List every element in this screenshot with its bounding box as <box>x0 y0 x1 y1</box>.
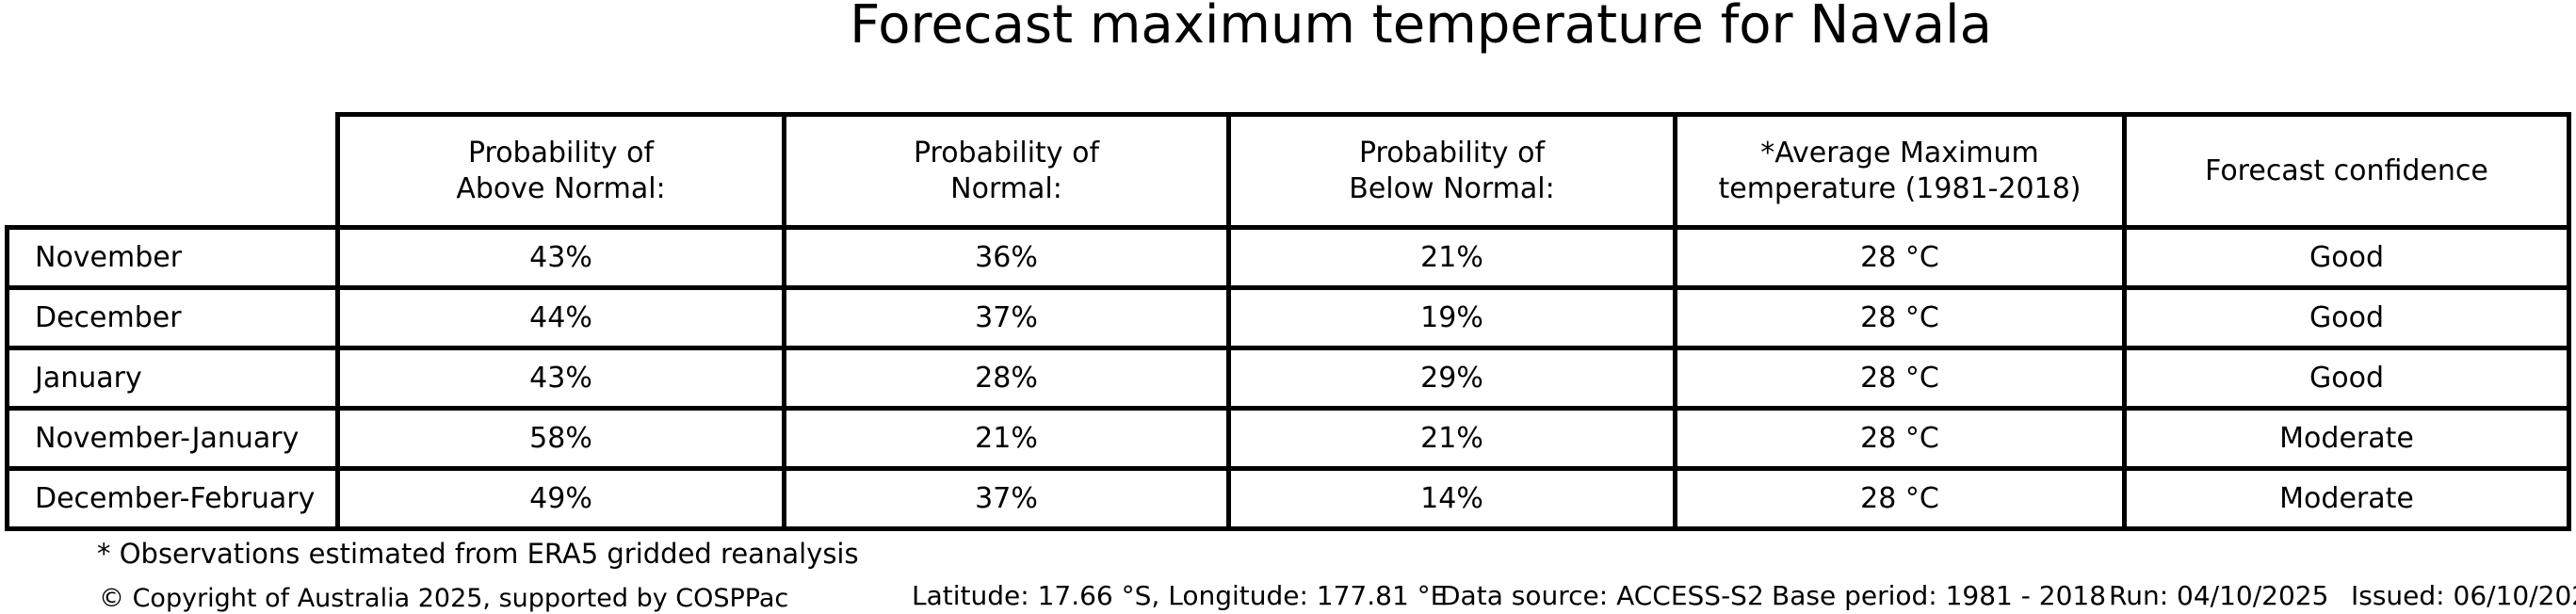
cell-period: December-February <box>5 466 340 531</box>
cell-confidence: Moderate <box>2122 406 2571 471</box>
copyright-text: © Copyright of Australia 2025, supported… <box>99 584 789 613</box>
cell-prob-normal: 37% <box>782 466 1231 531</box>
header-average-max-temperature: *Average Maximum temperature (1981-2018) <box>1673 112 2127 230</box>
cell-prob-above: 44% <box>335 285 786 350</box>
cell-prob-normal: 28% <box>782 346 1231 411</box>
cell-prob-below: 21% <box>1226 406 1677 471</box>
cell-prob-below: 29% <box>1226 346 1677 411</box>
header-forecast-confidence: Forecast confidence <box>2122 112 2571 230</box>
cell-period: January <box>5 346 340 411</box>
table-row-november-january: November-January 58% 21% 21% 28 °C Moder… <box>5 406 2571 471</box>
run-date-text: Run: 04/10/2025 <box>2109 580 2329 611</box>
cell-prob-above: 49% <box>335 466 786 531</box>
cell-prob-above: 43% <box>335 346 786 411</box>
cell-prob-normal: 37% <box>782 285 1231 350</box>
cell-avg-max-temp: 28 °C <box>1673 406 2127 471</box>
base-period-text: Base period: 1981 - 2018 <box>1772 580 2107 611</box>
header-prob-above-normal: Probability of Above Normal: <box>335 112 786 230</box>
forecast-table: Probability of Above Normal: Probability… <box>5 112 2571 531</box>
table-row-january: January 43% 28% 29% 28 °C Good <box>5 346 2571 411</box>
cell-avg-max-temp: 28 °C <box>1673 466 2127 531</box>
cell-avg-max-temp: 28 °C <box>1673 285 2127 350</box>
cell-period: November <box>5 225 340 290</box>
cell-confidence: Good <box>2122 346 2571 411</box>
table-row-december: December 44% 37% 19% 28 °C Good <box>5 285 2571 350</box>
page-title: Forecast maximum temperature for Navala <box>850 0 1992 56</box>
cell-prob-below: 19% <box>1226 285 1677 350</box>
cell-prob-below: 14% <box>1226 466 1677 531</box>
observations-footnote: * Observations estimated from ERA5 gridd… <box>97 538 859 570</box>
cell-prob-above: 43% <box>335 225 786 290</box>
cell-confidence: Good <box>2122 225 2571 290</box>
cell-prob-normal: 21% <box>782 406 1231 471</box>
header-empty-corner <box>8 115 338 228</box>
cell-confidence: Moderate <box>2122 466 2571 531</box>
header-prob-below-normal: Probability of Below Normal: <box>1226 112 1677 230</box>
cell-avg-max-temp: 28 °C <box>1673 225 2127 290</box>
cell-period: November-January <box>5 406 340 471</box>
cell-confidence: Good <box>2122 285 2571 350</box>
issued-date-text: Issued: 06/10/2025 <box>2351 580 2576 611</box>
table-header-row: Probability of Above Normal: Probability… <box>8 112 2571 230</box>
cell-avg-max-temp: 28 °C <box>1673 346 2127 411</box>
header-prob-normal: Probability of Normal: <box>782 112 1231 230</box>
latitude-longitude-text: Latitude: 17.66 °S, Longitude: 177.81 °E <box>912 580 1448 611</box>
cell-prob-normal: 36% <box>782 225 1231 290</box>
table-row-november: November 43% 36% 21% 28 °C Good <box>5 225 2571 290</box>
data-source-text: Data source: ACCESS-S2 <box>1440 580 1764 611</box>
cell-prob-below: 21% <box>1226 225 1677 290</box>
cell-period: December <box>5 285 340 350</box>
cell-prob-above: 58% <box>335 406 786 471</box>
table-row-december-february: December-February 49% 37% 14% 28 °C Mode… <box>5 466 2571 531</box>
